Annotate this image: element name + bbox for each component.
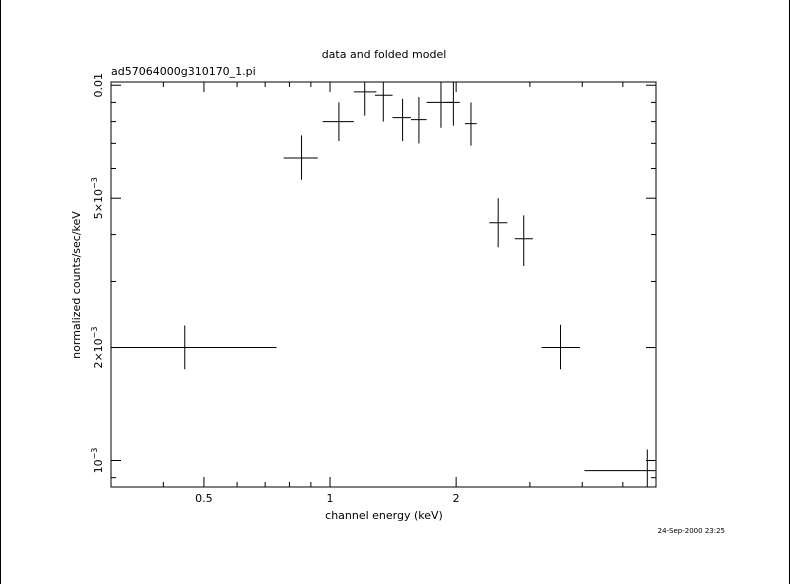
x-tick-label: 1 <box>327 492 334 505</box>
chart-title: data and folded model <box>322 48 447 61</box>
y-tick-label: 10−3 <box>90 448 105 474</box>
data-points <box>111 82 656 487</box>
y-axis-ticks: 10−3 2×10−3 5×10−3 0.01 <box>90 73 656 479</box>
data-point <box>353 82 377 116</box>
data-point <box>541 324 580 370</box>
data-point <box>374 82 393 122</box>
data-point <box>514 215 533 266</box>
window-left-border <box>0 0 1 584</box>
data-point <box>322 102 354 142</box>
y-tick-label: 5×10−3 <box>90 177 105 219</box>
data-point <box>446 82 460 126</box>
data-point <box>283 135 318 180</box>
x-axis-ticks: 0.5 1 2 <box>162 82 624 505</box>
data-point <box>426 82 454 128</box>
y-tick-label: 2×10−3 <box>90 327 105 369</box>
data-point <box>410 97 427 144</box>
y-tick-label: 0.01 <box>92 73 105 98</box>
data-point <box>584 449 656 487</box>
data-point <box>392 98 411 142</box>
plot-frame <box>110 81 657 488</box>
x-tick-label: 0.5 <box>195 492 213 505</box>
y-axis-label: normalized counts/sec/keV <box>70 211 83 359</box>
data-point <box>465 102 477 146</box>
x-axis-label: channel energy (keV) <box>325 509 443 522</box>
data-point <box>111 325 277 370</box>
x-tick-label: 2 <box>453 492 460 505</box>
data-point <box>489 198 508 248</box>
chart-subtitle: ad57064000g310170_1.pi <box>111 65 256 78</box>
timestamp: 24-Sep-2000 23:25 <box>658 527 725 535</box>
